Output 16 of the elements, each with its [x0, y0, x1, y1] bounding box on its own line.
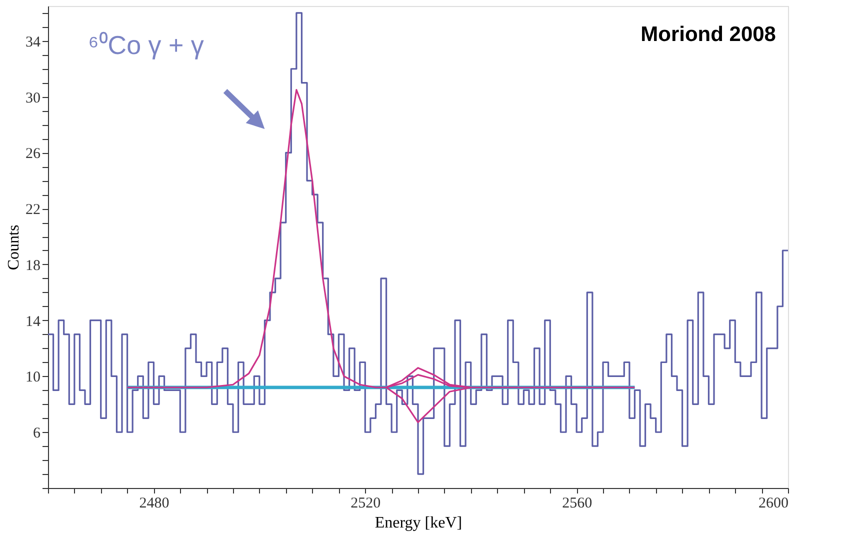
y-tick-label: 14 [26, 314, 41, 330]
x-tick-label: 2520 [350, 496, 381, 512]
y-axis-title: Counts [6, 224, 22, 270]
y-tick-label: 30 [26, 90, 40, 106]
annotation: ⁶⁰Co γ + γ [88, 30, 204, 60]
x-axis-title: Energy [keV] [374, 514, 462, 532]
annotation: Moriond 2008 [640, 23, 776, 46]
y-tick-label: 26 [26, 146, 41, 162]
y-tick-label: 10 [26, 370, 40, 386]
y-tick-label: 34 [26, 34, 41, 50]
y-tick-label: 22 [26, 202, 40, 218]
y-tick-label: 6 [33, 426, 41, 442]
y-tick-label: 18 [26, 258, 40, 274]
x-tick-label: 2600 [758, 496, 788, 512]
x-tick-label: 2560 [562, 496, 592, 512]
x-tick-label: 2480 [139, 496, 170, 512]
